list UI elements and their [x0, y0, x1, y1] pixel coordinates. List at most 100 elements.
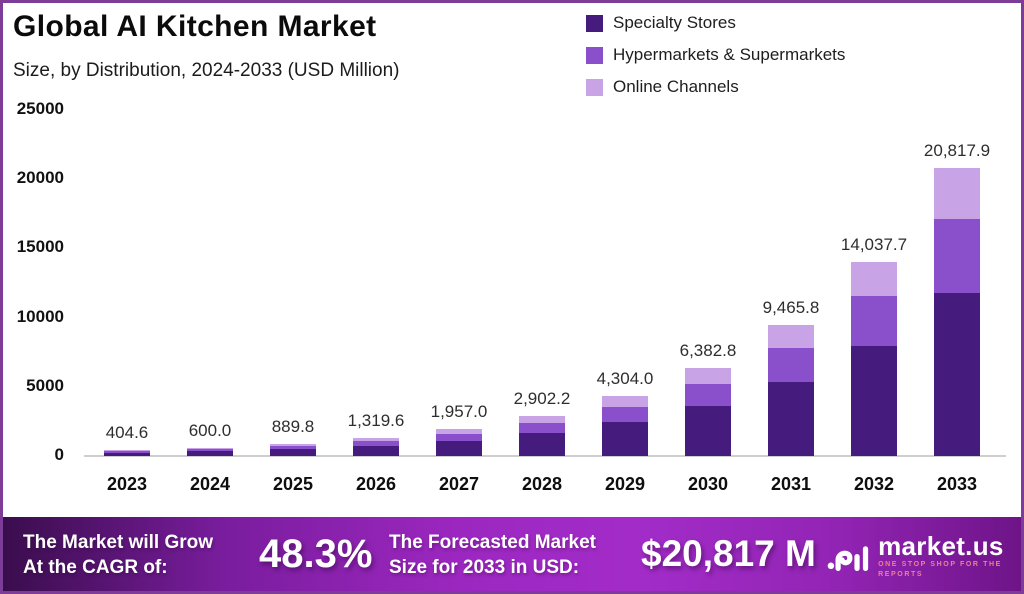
cagr-label-line1: The Market will Grow [23, 532, 214, 553]
bar-total-label-2026: 1,319.6 [347, 411, 405, 430]
y-axis-tick-label: 10000 [16, 306, 64, 326]
stacked-bar-2024 [187, 448, 233, 456]
bar-total-label-2029: 4,304.0 [596, 369, 654, 388]
bar-segment-2030-specialty-stores [685, 406, 731, 456]
bar-segment-2033-specialty-stores [934, 292, 980, 456]
footer-banner: The Market will Grow At the CAGR of: 48.… [3, 517, 1021, 591]
marketus-logo-icon [827, 546, 869, 572]
bar-segment-2027-online-channels [436, 429, 482, 434]
cagr-label: The Market will Grow At the CAGR of: [23, 530, 213, 580]
x-axis-label-2024: 2024 [189, 474, 231, 494]
x-axis-label-2030: 2030 [687, 474, 729, 494]
bar-segment-2025-specialty-stores [270, 449, 316, 456]
bar-segment-2029-online-channels [602, 396, 648, 407]
bar-segment-2026-specialty-stores [353, 445, 399, 456]
bar-segment-2025-online-channels [270, 444, 316, 447]
bar-segment-2024-online-channels [187, 448, 233, 450]
bar-segment-2024-specialty-stores [187, 451, 233, 456]
stacked-bar-2025 [270, 444, 316, 456]
legend-item: Hypermarkets & Supermarkets [586, 44, 845, 66]
cagr-value: 48.3% [259, 532, 373, 576]
forecast-label-line1: The Forecasted Market [389, 532, 596, 553]
bar-total-label-2030: 6,382.8 [679, 341, 737, 360]
forecast-value: $20,817 M [641, 533, 816, 574]
stacked-bar-2028 [519, 416, 565, 456]
bar-segment-2023-online-channels [104, 450, 150, 452]
y-axis-tick-label: 15000 [16, 237, 64, 257]
cagr-label-line2: At the CAGR of: [23, 557, 168, 578]
bar-segment-2029-hypermarkets-supermarkets [602, 406, 648, 422]
x-axis-label-2025: 2025 [272, 474, 314, 494]
bar-total-label-2024: 600.0 [188, 421, 232, 440]
bar-total-label-2033: 20,817.9 [923, 141, 991, 160]
stacked-bar-2027 [436, 429, 482, 456]
legend-item: Online Channels [586, 76, 845, 98]
bar-segment-2031-online-channels [768, 325, 814, 349]
x-axis-line [84, 455, 1006, 457]
bar-segment-2028-online-channels [519, 416, 565, 424]
brand-logo: market.us ONE STOP SHOP FOR THE REPORTS [827, 532, 1021, 580]
x-axis-label-2031: 2031 [770, 474, 812, 494]
x-axis-label-2033: 2033 [936, 474, 978, 494]
stacked-bar-2026 [353, 438, 399, 456]
x-axis-label-2023: 2023 [106, 474, 148, 494]
chart-legend: Specialty Stores Hypermarkets & Supermark… [586, 12, 845, 108]
bar-total-label-2028: 2,902.2 [513, 389, 571, 408]
bar-total-label-2031: 9,465.8 [762, 298, 820, 317]
stacked-bar-2029 [602, 396, 648, 456]
page-title: Global AI Kitchen Market [13, 10, 377, 43]
chart-subtitle: Size, by Distribution, 2024-2033 (USD Mi… [13, 60, 400, 81]
legend-item: Specialty Stores [586, 12, 845, 34]
bar-segment-2023-hypermarkets-supermarkets [104, 451, 150, 453]
bar-segment-2030-hypermarkets-supermarkets [685, 383, 731, 407]
legend-label: Specialty Stores [613, 13, 736, 32]
bar-segment-2033-online-channels [934, 168, 980, 219]
x-axis-label-2027: 2027 [438, 474, 480, 494]
legend-label: Hypermarkets & Supermarkets [613, 45, 846, 64]
bar-total-label-2023: 404.6 [105, 423, 149, 442]
y-axis-tick-label: 0 [54, 445, 64, 464]
y-axis-tick-label: 20000 [16, 168, 64, 188]
bar-segment-2031-specialty-stores [768, 381, 814, 456]
forecast-label-line2: Size for 2033 in USD: [389, 557, 580, 578]
legend-swatch-icon [586, 78, 603, 96]
bar-segment-2032-online-channels [851, 262, 897, 297]
legend-label: Online Channels [613, 77, 739, 96]
bar-segment-2027-specialty-stores [436, 440, 482, 456]
x-axis-label-2028: 2028 [521, 474, 563, 494]
x-axis-label-2026: 2026 [355, 474, 397, 494]
x-axis-label-2032: 2032 [853, 474, 895, 494]
bar-segment-2025-hypermarkets-supermarkets [270, 446, 316, 450]
bar-segment-2023-specialty-stores [104, 452, 150, 456]
bar-total-label-2032: 14,037.7 [840, 235, 908, 254]
bar-segment-2024-hypermarkets-supermarkets [187, 449, 233, 452]
bar-chart: 0 5000 10000 15000 20000 25000 404.6 2023 600.0… [16, 99, 1006, 494]
y-axis-tick-label: 25000 [16, 99, 64, 118]
bar-segment-2033-hypermarkets-supermarkets [934, 218, 980, 293]
legend-swatch-icon [586, 46, 603, 64]
legend-swatch-icon [586, 14, 603, 32]
bar-segment-2032-specialty-stores [851, 345, 897, 456]
bar-segment-2026-hypermarkets-supermarkets [353, 441, 399, 446]
bar-segment-2028-specialty-stores [519, 433, 565, 456]
stacked-bar-2032 [851, 262, 897, 456]
bar-segment-2031-hypermarkets-supermarkets [768, 348, 814, 382]
bar-segment-2026-online-channels [353, 438, 399, 442]
bar-segment-2029-specialty-stores [602, 421, 648, 456]
bar-total-label-2027: 1,957.0 [430, 402, 488, 421]
brand-name: market.us [878, 531, 1004, 561]
y-axis-tick-label: 5000 [26, 375, 64, 395]
bar-segment-2032-hypermarkets-supermarkets [851, 296, 897, 346]
stacked-bar-2033 [934, 168, 980, 456]
stacked-bar-2031 [768, 325, 814, 456]
x-axis-label-2029: 2029 [604, 474, 646, 494]
bar-total-label-2025: 889.8 [271, 417, 315, 436]
brand-text: market.us ONE STOP SHOP FOR THE REPORTS [878, 532, 1021, 580]
stacked-bar-2023 [104, 450, 150, 456]
brand-tagline: ONE STOP SHOP FOR THE REPORTS [878, 561, 1002, 578]
bar-segment-2030-online-channels [685, 368, 731, 384]
bar-segment-2028-hypermarkets-supermarkets [519, 423, 565, 434]
bar-segment-2027-hypermarkets-supermarkets [436, 433, 482, 441]
stacked-bar-2030 [685, 368, 731, 456]
